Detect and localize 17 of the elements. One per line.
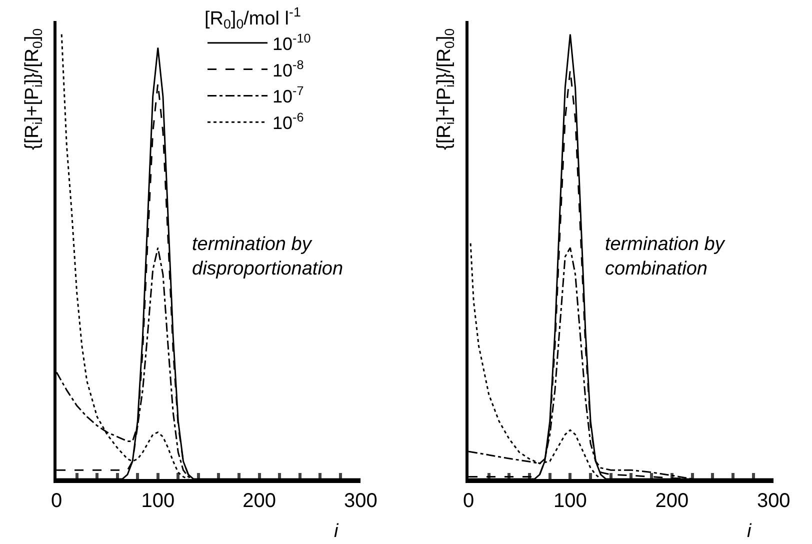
legend-label: 10$^{-10}$ [272, 31, 311, 54]
x-tick-label: 200 [655, 490, 689, 512]
x-tick-label: 0 [462, 490, 474, 512]
legend-title: [R$_{0}$]$_{0}$/mol l$^{-1}$ [204, 4, 301, 32]
x-axis-title: i [747, 521, 752, 542]
x-tick-label: 200 [242, 490, 276, 512]
x-tick-label: 100 [554, 490, 587, 512]
x-axis-title: i [334, 521, 339, 542]
legend-label: 10$^{-7}$ [272, 84, 304, 107]
annotation: termination by combination [605, 234, 726, 280]
x-tick-label: 0 [50, 490, 62, 512]
x-tick-label: 300 [756, 490, 790, 512]
legend-label: 10$^{-8}$ [272, 58, 304, 80]
x-tick-label: 300 [344, 490, 378, 512]
annotation: termination by disproportionation [192, 234, 344, 280]
legend-label: 10$^{-6}$ [272, 110, 304, 134]
x-tick-label: 100 [141, 490, 175, 512]
